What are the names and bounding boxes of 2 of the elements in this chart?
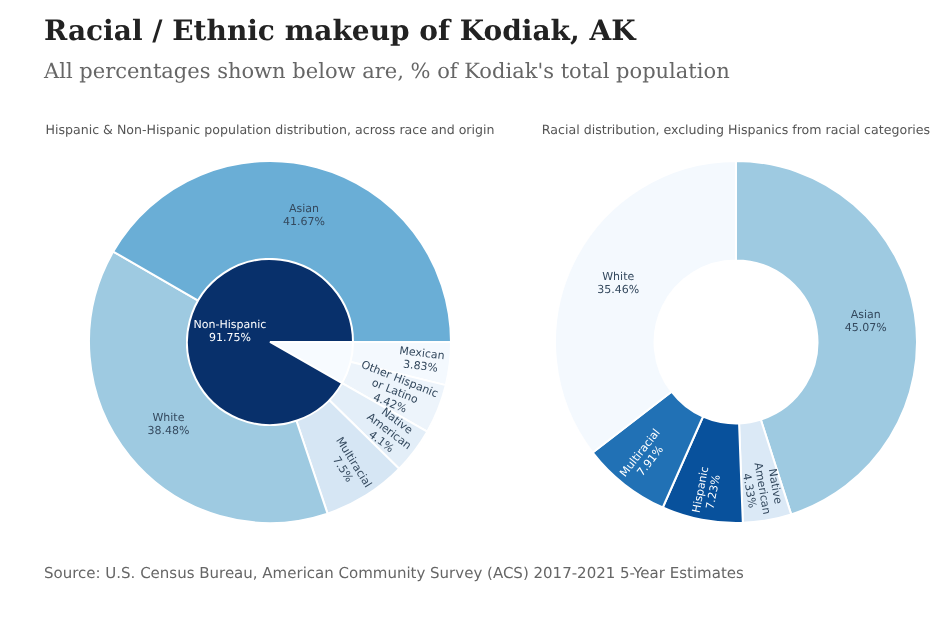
text: Racial / Ethnic makeup of Kodiak, AK: [44, 16, 636, 48]
text: All percentages shown below are, % of Kodiak's total population: [44, 60, 730, 84]
